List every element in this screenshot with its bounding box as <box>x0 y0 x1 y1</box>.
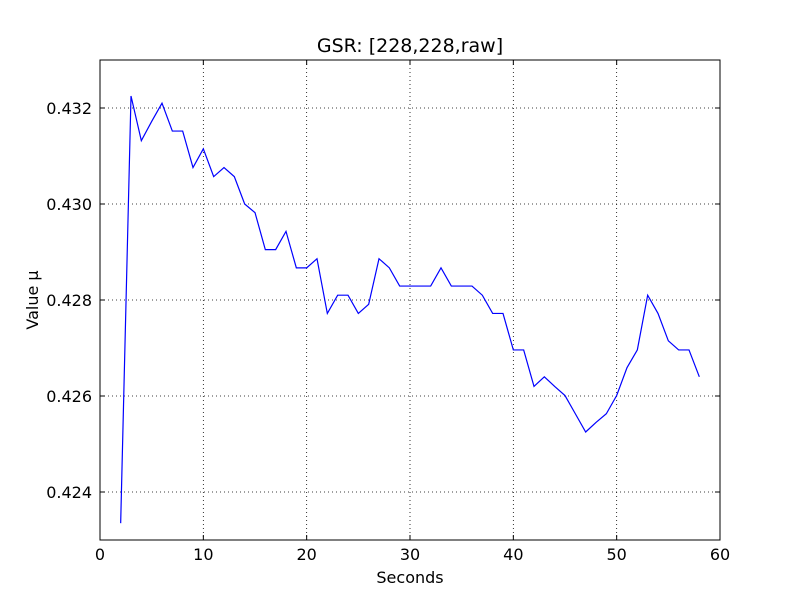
grid <box>99 60 721 540</box>
y-tick-label: 0.426 <box>46 387 92 406</box>
x-tick-label: 0 <box>95 545 105 564</box>
y-tick-label: 0.432 <box>46 99 92 118</box>
x-tick-label: 40 <box>503 545 523 564</box>
x-tick-label: 30 <box>400 545 420 564</box>
x-tick-label: 20 <box>296 545 316 564</box>
y-axis-label: Value µ <box>23 270 42 329</box>
x-tick-label: 60 <box>710 545 730 564</box>
series-layer <box>120 95 700 524</box>
y-tick-label: 0.428 <box>46 291 92 310</box>
x-tick-label: 10 <box>193 545 213 564</box>
ticks: 0 10 20 30 40 50 60 0.424 0.426 0.428 0.430 0.432 <box>46 60 730 564</box>
x-axis-label: Seconds <box>376 568 443 587</box>
y-tick-label: 0.424 <box>46 483 92 502</box>
y-tick-label: 0.430 <box>46 195 92 214</box>
x-tick-label: 50 <box>606 545 626 564</box>
series-line <box>120 95 700 524</box>
chart-title: GSR: [228,228,raw] <box>317 35 503 57</box>
